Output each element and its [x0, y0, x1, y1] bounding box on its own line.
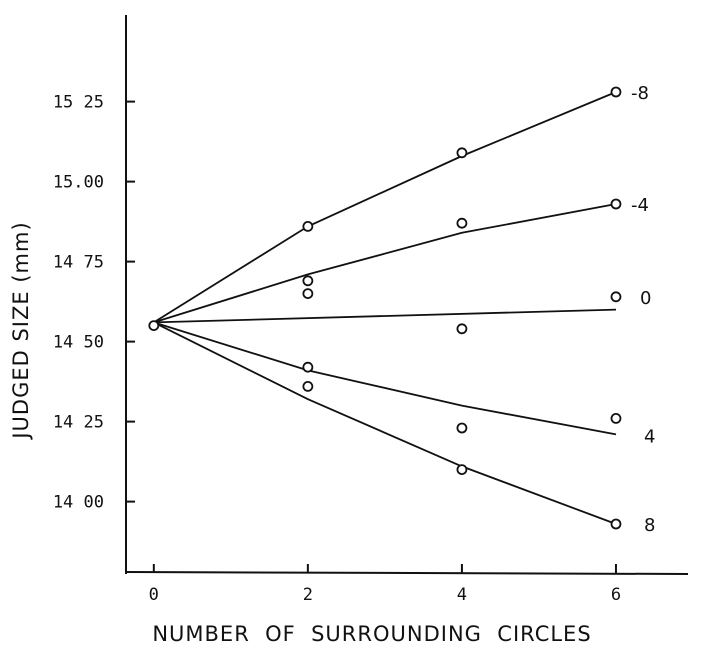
data-point [456, 147, 468, 159]
series-label: 8 [644, 515, 655, 536]
series-label: 4 [644, 426, 655, 447]
data-point [610, 412, 622, 424]
axes: 14 00 14 25 14 50 14 75 15.00 15 25 0 2 4 6 [53, 15, 689, 605]
x-tick-label: 4 [457, 585, 467, 605]
data-point [302, 275, 314, 287]
y-tick-label: 15.00 [53, 173, 104, 193]
x-axis-title: NUMBER OF SURROUNDING CIRCLES [152, 622, 591, 646]
fit-line-4 [153, 321, 617, 436]
x-axis-line [125, 571, 689, 575]
data-point [302, 288, 314, 300]
y-tick-label: 14 25 [53, 413, 104, 433]
y-tick-label: 14 75 [53, 253, 104, 273]
fit-lines [153, 91, 617, 525]
series-label: 0 [640, 288, 651, 309]
data-point [456, 217, 468, 229]
y-tick-label: 15 25 [53, 93, 104, 113]
y-axis-title: JUDGED SIZE (mm) [9, 221, 33, 440]
data-point-origin [148, 320, 160, 332]
data-point [610, 86, 622, 98]
data-point [610, 518, 622, 530]
series-labels: -8 -4 0 4 8 [631, 83, 655, 536]
data-point [302, 361, 314, 373]
data-point [456, 323, 468, 335]
x-tick-label: 6 [611, 585, 621, 605]
fit-line--4 [153, 203, 617, 324]
fit-line-0 [153, 308, 617, 324]
x-tick-label: 2 [303, 585, 313, 605]
series-label: -8 [631, 83, 649, 104]
data-point [456, 464, 468, 476]
fit-line-8 [153, 321, 617, 525]
fit-line--8 [153, 91, 617, 324]
data-point [610, 291, 622, 303]
data-point [610, 198, 622, 210]
data-point [302, 380, 314, 392]
series-label: -4 [631, 195, 649, 216]
y-tick-label: 14 50 [53, 333, 104, 353]
y-tick-label: 14 00 [53, 493, 104, 513]
data-point [302, 220, 314, 232]
data-point [456, 422, 468, 434]
x-tick-label: 0 [149, 585, 159, 605]
data-points [148, 86, 622, 530]
